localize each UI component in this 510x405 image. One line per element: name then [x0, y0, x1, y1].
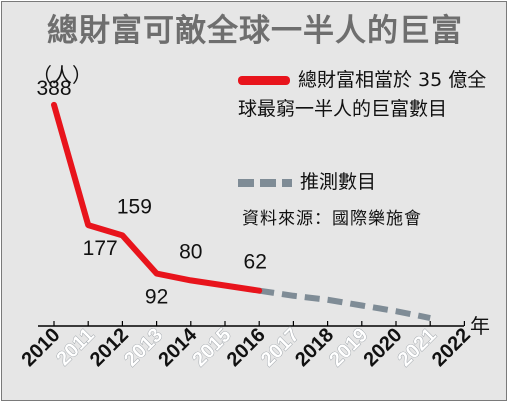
chart-card: 總財富可敵全球一半人的巨富 （人） 年 2010 2011 2012 2013 2014…: [1, 1, 507, 401]
x-axis-unit-label: 年: [470, 314, 490, 338]
x-tick-label-2015: 2015: [189, 324, 236, 371]
x-axis-ticks: [53, 321, 465, 326]
data-label-2013: 92: [145, 286, 168, 309]
legend-item-actual: 總財富相當於 35 億全球最窮一半人的巨富數目: [238, 66, 500, 124]
x-axis-tick-labels: 2010201120122013201420152016201720182019…: [18, 323, 475, 371]
y-axis-unit-label: （人）: [32, 63, 92, 87]
legend-label-actual: 總財富相當於 35 億全球最窮一半人的巨富數目: [238, 69, 487, 120]
data-label-2016: 62: [244, 251, 267, 274]
x-tick-label-2016: 2016: [223, 324, 270, 371]
legend-label-projected: 推測數目: [300, 171, 377, 193]
x-tick-label-2017: 2017: [257, 324, 304, 371]
projected-series-line: [258, 287, 431, 321]
x-tick-label-2022: 2022: [428, 324, 475, 371]
x-tick-label-2021: 2021: [394, 324, 441, 371]
x-tick-label-2013: 2013: [120, 324, 167, 371]
actual-series-line: [51, 101, 263, 294]
line-chart: （人） 年 2010201120122013201420152016201720…: [18, 63, 490, 371]
legend-swatch-actual: [238, 76, 290, 85]
data-label-2010: 388: [36, 77, 71, 100]
x-tick-label-2019: 2019: [325, 324, 372, 371]
data-label-2012: 159: [117, 195, 152, 218]
x-tick-label-2011: 2011: [52, 324, 98, 370]
source-note: 資料來源：國際樂施會: [242, 209, 422, 229]
chart-title: 總財富可敵全球一半人的巨富: [47, 13, 463, 49]
legend-swatch-projected: [238, 178, 292, 187]
x-tick-label-2010: 2010: [18, 324, 65, 371]
x-tick-label-2012: 2012: [86, 324, 133, 371]
data-labels: 388 177 159 92 80 62: [36, 77, 266, 309]
x-tick-label-2014: 2014: [154, 323, 202, 371]
x-tick-label-2020: 2020: [360, 324, 407, 371]
legend-item-projected: 推測數目: [238, 168, 376, 197]
data-label-2014: 80: [179, 240, 202, 263]
x-tick-label-2018: 2018: [291, 324, 338, 371]
data-label-2011: 177: [83, 237, 118, 260]
